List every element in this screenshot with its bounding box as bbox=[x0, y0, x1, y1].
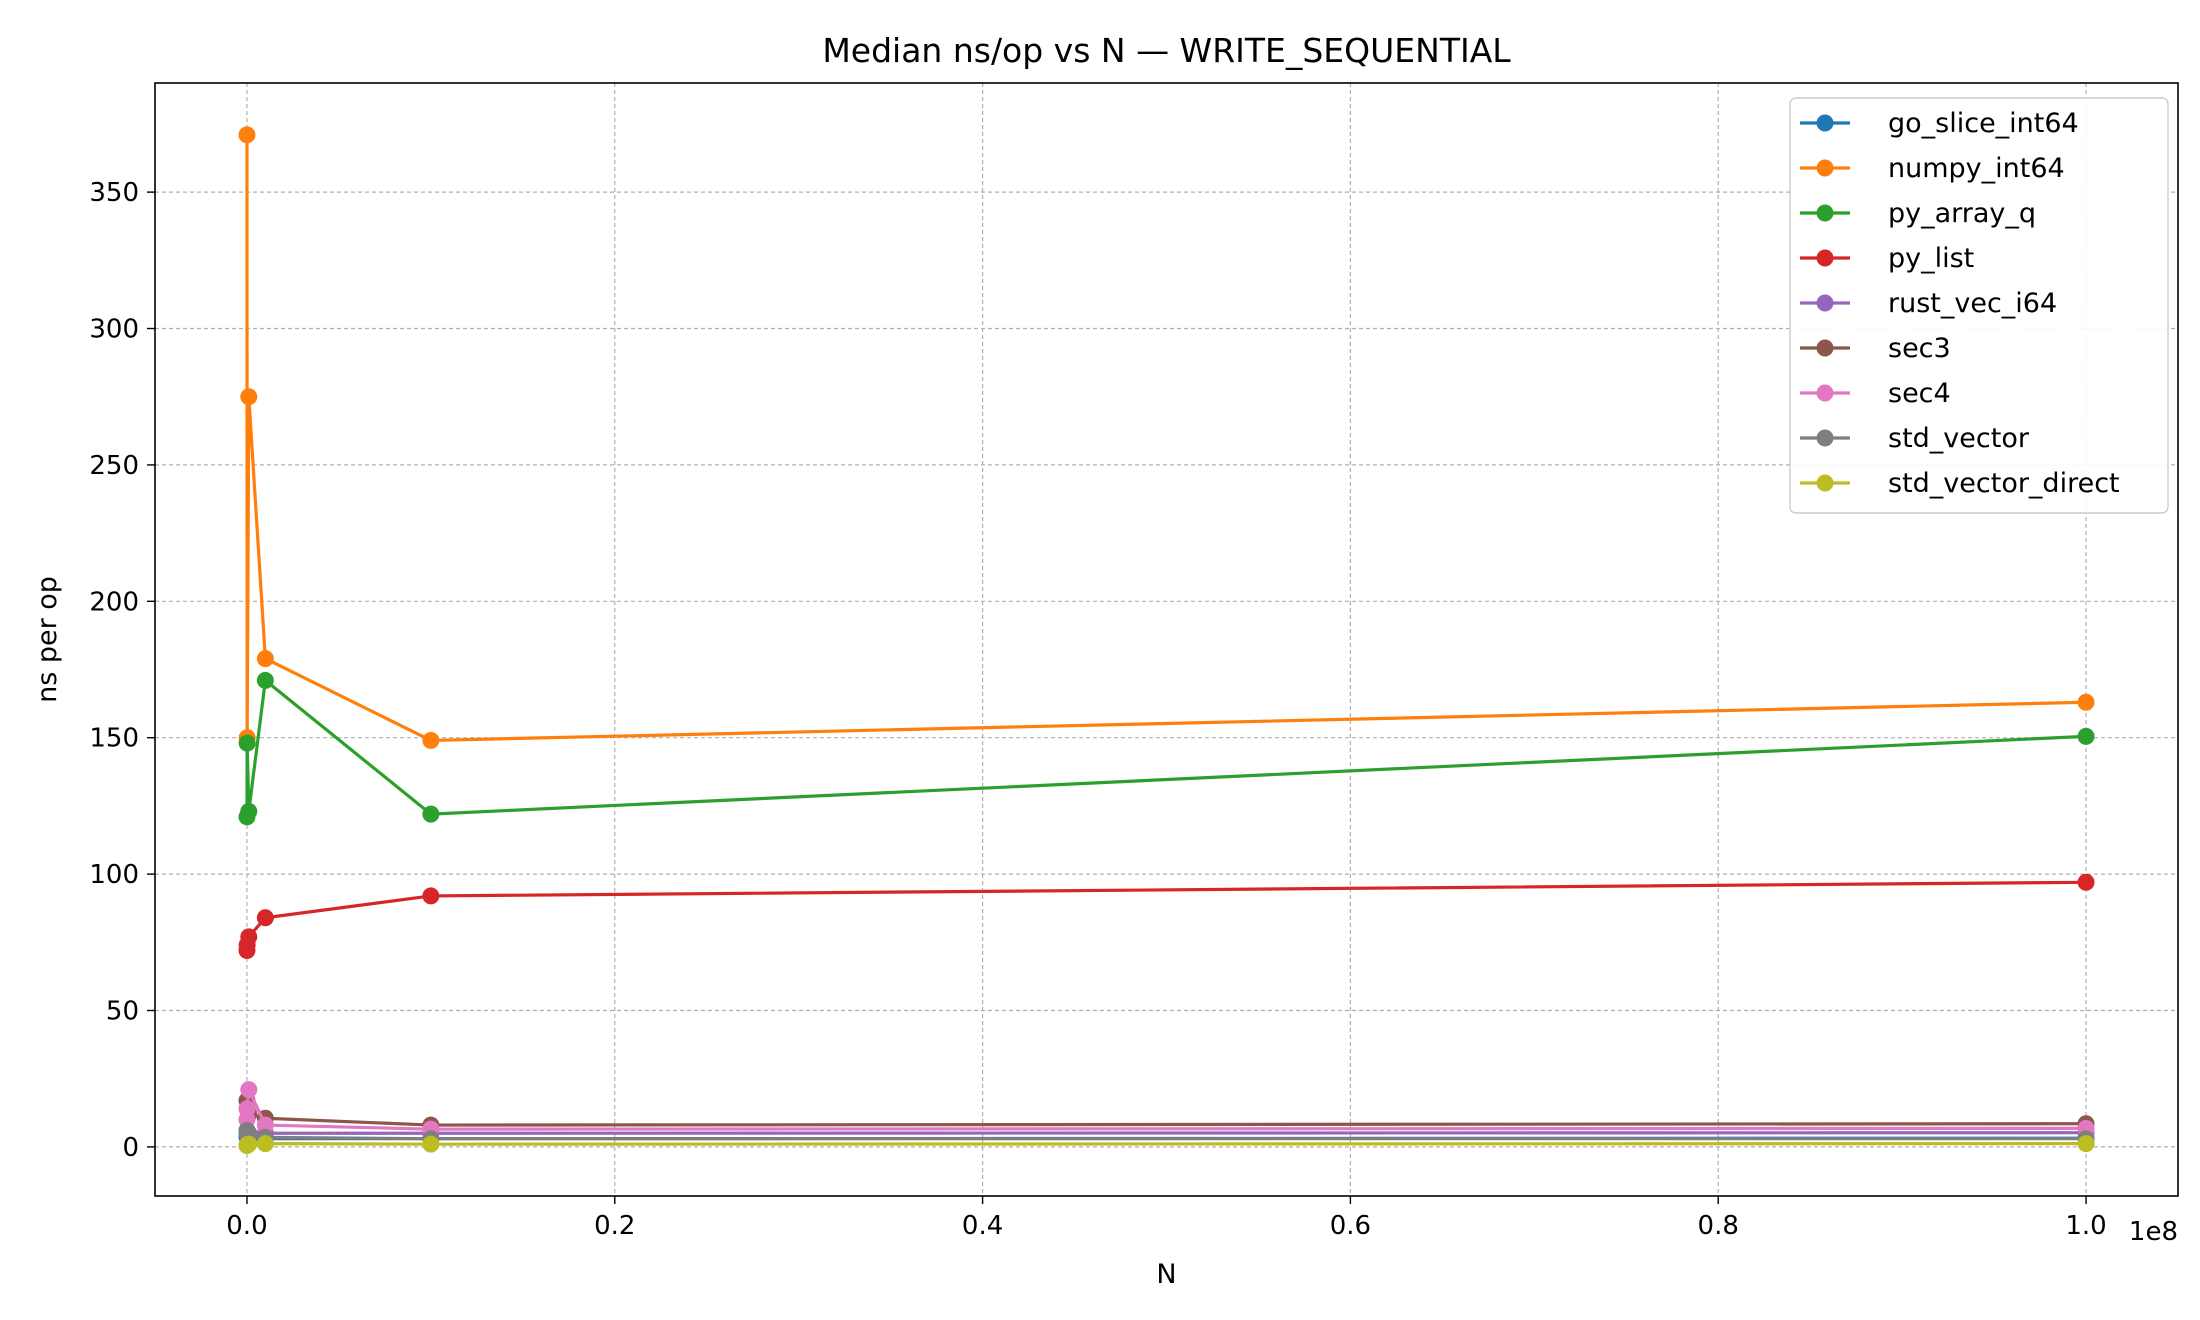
legend-marker bbox=[1816, 249, 1834, 267]
legend-marker bbox=[1816, 114, 1834, 132]
legend-item: sec4 bbox=[1800, 378, 1951, 409]
data-point bbox=[422, 1135, 440, 1153]
series-line bbox=[245, 134, 2087, 743]
legend-item: std_vector_direct bbox=[1800, 468, 2120, 499]
series-std-vector-direct bbox=[238, 1135, 2095, 1155]
data-point bbox=[422, 731, 440, 749]
y-axis-label: ns per op bbox=[32, 576, 63, 703]
legend-marker bbox=[1816, 474, 1834, 492]
legend: go_slice_int64 numpy_int64 py_array_q py_li… bbox=[1789, 97, 2169, 514]
data-point bbox=[240, 1135, 258, 1153]
data-point bbox=[2077, 1135, 2095, 1153]
y-tick-label: 50 bbox=[106, 997, 139, 1027]
y-tick-label: 100 bbox=[89, 860, 139, 890]
data-point bbox=[240, 1081, 258, 1099]
x-axis-label: N bbox=[1156, 1259, 1176, 1290]
data-point bbox=[238, 734, 256, 752]
data-point bbox=[256, 909, 274, 927]
y-tick-label: 200 bbox=[89, 587, 139, 617]
y-tick-label: 150 bbox=[89, 724, 139, 754]
data-point bbox=[2077, 693, 2095, 711]
series-py-array-q bbox=[238, 671, 2095, 826]
legend-marker bbox=[1816, 159, 1834, 177]
legend-item: go_slice_int64 bbox=[1800, 108, 2079, 139]
legend-label: sec3 bbox=[1888, 333, 1951, 364]
y-tick-label: 300 bbox=[89, 315, 139, 345]
data-point bbox=[256, 650, 274, 668]
data-point bbox=[238, 126, 256, 144]
data-point bbox=[422, 805, 440, 823]
x-tick-label: 0.8 bbox=[1698, 1211, 1739, 1241]
series-py-list bbox=[238, 873, 2095, 959]
data-point bbox=[256, 1116, 274, 1134]
x-tick-label: 0.6 bbox=[1330, 1211, 1371, 1241]
y-tick-label: 0 bbox=[122, 1133, 139, 1163]
data-point bbox=[2077, 873, 2095, 891]
legend-label: std_vector_direct bbox=[1888, 468, 2120, 499]
data-point bbox=[256, 671, 274, 689]
legend-box bbox=[1789, 97, 2169, 514]
data-point bbox=[422, 887, 440, 905]
series-line bbox=[245, 1142, 2087, 1147]
data-point bbox=[240, 928, 258, 946]
legend-item: rust_vec_i64 bbox=[1800, 288, 2057, 319]
legend-item: std_vector bbox=[1800, 423, 2030, 454]
x-tick-label: 0.0 bbox=[226, 1211, 267, 1241]
legend-item: py_list bbox=[1800, 243, 1974, 274]
y-tick-label: 250 bbox=[89, 451, 139, 481]
legend-item: py_array_q bbox=[1800, 198, 2036, 229]
x-tick-label: 0.4 bbox=[962, 1211, 1003, 1241]
series-layer bbox=[238, 126, 2095, 1155]
legend-marker bbox=[1816, 339, 1834, 357]
legend-label: std_vector bbox=[1888, 423, 2030, 454]
legend-label: numpy_int64 bbox=[1888, 153, 2065, 184]
legend-marker bbox=[1816, 294, 1834, 312]
data-point bbox=[2077, 727, 2095, 745]
data-point bbox=[240, 802, 258, 820]
y-tick-label: 350 bbox=[89, 178, 139, 208]
legend-marker bbox=[1816, 429, 1834, 447]
chart-title: Median ns/op vs N — WRITE_SEQUENTIAL bbox=[822, 31, 1511, 70]
x-offset-label: 1e8 bbox=[2129, 1217, 2178, 1247]
legend-label: rust_vec_i64 bbox=[1888, 288, 2057, 319]
legend-marker bbox=[1816, 384, 1834, 402]
data-point bbox=[256, 1135, 274, 1153]
x-tick-label: 0.2 bbox=[594, 1211, 635, 1241]
data-point bbox=[238, 1100, 256, 1118]
data-point bbox=[240, 388, 258, 406]
legend-marker bbox=[1816, 204, 1834, 222]
legend-item: numpy_int64 bbox=[1800, 153, 2065, 184]
legend-item: sec3 bbox=[1800, 333, 1951, 364]
legend-label: sec4 bbox=[1888, 378, 1951, 409]
legend-label: py_list bbox=[1888, 243, 1974, 274]
series-line bbox=[245, 678, 2087, 817]
plot-frame bbox=[154, 82, 2179, 1197]
axis-layer: 0.0 0.2 0.4 0.6 0.8 1.0 0 50 100 150 200 250 300 350 bbox=[89, 178, 2106, 1241]
x-tick-label: 1.0 bbox=[2065, 1211, 2106, 1241]
legend-label: py_array_q bbox=[1888, 198, 2036, 229]
legend-label: go_slice_int64 bbox=[1888, 108, 2079, 139]
series-sec4 bbox=[238, 1081, 2095, 1138]
